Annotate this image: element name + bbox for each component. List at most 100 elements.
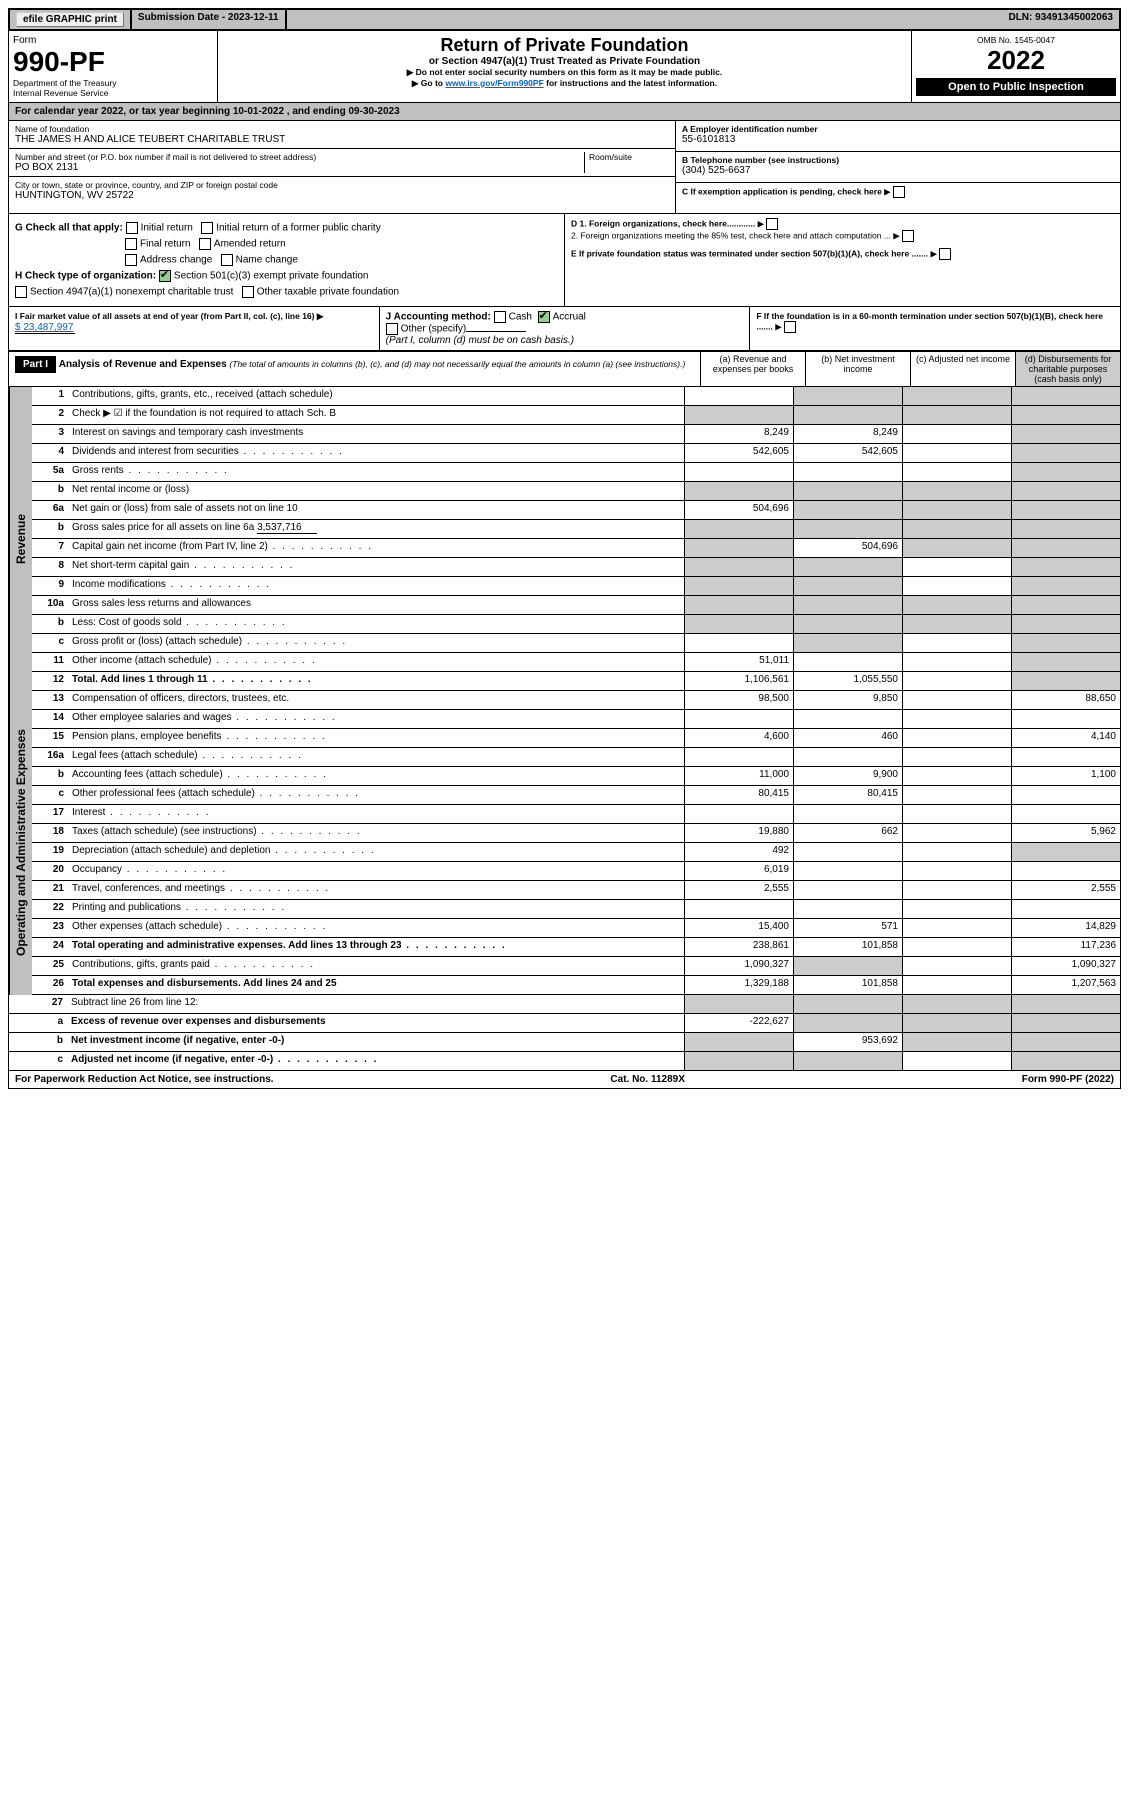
f-label: F If the foundation is in a 60-month ter… <box>756 311 1103 331</box>
col-c-header: (c) Adjusted net income <box>910 352 1015 386</box>
checks-section: G Check all that apply: Initial return I… <box>8 214 1121 307</box>
year-end: 09-30-2023 <box>348 106 399 117</box>
i-j-f-section: I Fair market value of all assets at end… <box>8 307 1121 351</box>
c-checkbox[interactable] <box>893 186 905 198</box>
d1-checkbox[interactable] <box>766 218 778 230</box>
efile-print-button[interactable]: efile GRAPHIC print <box>16 12 124 27</box>
line-12: Total. Add lines 1 through 11 <box>68 672 684 690</box>
line-24: Total operating and administrative expen… <box>68 938 684 956</box>
line-10b: Less: Cost of goods sold <box>68 615 684 633</box>
initial-pc-checkbox[interactable] <box>201 222 213 234</box>
pra-notice: For Paperwork Reduction Act Notice, see … <box>15 1074 274 1085</box>
col-a-header: (a) Revenue and expenses per books <box>700 352 805 386</box>
cash-checkbox[interactable] <box>494 311 506 323</box>
line-26: Total expenses and disbursements. Add li… <box>68 976 684 994</box>
accrual-checkbox[interactable] <box>538 311 550 323</box>
line-9: Income modifications <box>68 577 684 595</box>
phone-label: B Telephone number (see instructions) <box>682 155 1114 165</box>
line-2: Check ▶ ☑ if the foundation is not requi… <box>68 406 684 424</box>
line-6b: Gross sales price for all assets on line… <box>68 520 684 538</box>
col-d-header: (d) Disbursements for charitable purpose… <box>1015 352 1120 386</box>
j-note: (Part I, column (d) must be on cash basi… <box>386 335 744 346</box>
ein-label: A Employer identification number <box>682 124 1114 134</box>
part1-title: Analysis of Revenue and Expenses <box>59 359 227 370</box>
line-27: Subtract line 26 from line 12: <box>67 995 684 1013</box>
h-row: H Check type of organization: Section 50… <box>15 270 558 282</box>
phone: (304) 525-6637 <box>682 165 1114 176</box>
efile-header-bar: efile GRAPHIC print Submission Date - 20… <box>8 8 1121 31</box>
c-label: C If exemption application is pending, c… <box>682 186 882 196</box>
dept-treasury: Department of the Treasury <box>13 78 213 88</box>
other-method-checkbox[interactable] <box>386 323 398 335</box>
year-begin: 10-01-2022 <box>233 106 284 117</box>
line-6a: Net gain or (loss) from sale of assets n… <box>68 501 684 519</box>
501c3-checkbox[interactable] <box>159 270 171 282</box>
street-label: Number and street (or P.O. box number if… <box>15 152 584 162</box>
revenue-section: Revenue 1Contributions, gifts, grants, e… <box>8 387 1121 691</box>
part1-header: Part I Analysis of Revenue and Expenses … <box>8 351 1121 387</box>
name-change-checkbox[interactable] <box>221 254 233 266</box>
form-title: Return of Private Foundation <box>228 35 901 56</box>
line-4: Dividends and interest from securities <box>68 444 684 462</box>
line-27c: Adjusted net income (if negative, enter … <box>67 1052 684 1070</box>
submission-date: Submission Date - 2023-12-11 <box>132 10 287 29</box>
d2-row: 2. Foreign organizations meeting the 85%… <box>571 230 1114 242</box>
col-b-header: (b) Net investment income <box>805 352 910 386</box>
other-pf-checkbox[interactable] <box>242 286 254 298</box>
foundation-name: THE JAMES H AND ALICE TEUBERT CHARITABLE… <box>15 134 669 145</box>
final-return-checkbox[interactable] <box>125 238 137 250</box>
form990pf-link[interactable]: www.irs.gov/Form990PF <box>445 78 543 88</box>
calendar-year-row: For calendar year 2022, or tax year begi… <box>8 103 1121 121</box>
d1-row: D 1. Foreign organizations, check here..… <box>571 218 1114 230</box>
4947-checkbox[interactable] <box>15 286 27 298</box>
omb-number: OMB No. 1545-0047 <box>916 35 1116 45</box>
line-21: Travel, conferences, and meetings <box>68 881 684 899</box>
f-checkbox[interactable] <box>784 321 796 333</box>
amended-return-checkbox[interactable] <box>199 238 211 250</box>
city: HUNTINGTON, WV 25722 <box>15 190 669 201</box>
line-15: Pension plans, employee benefits <box>68 729 684 747</box>
foundation-info: Name of foundation THE JAMES H AND ALICE… <box>8 121 1121 214</box>
part1-label: Part I <box>15 356 56 373</box>
line-7: Capital gain net income (from Part IV, l… <box>68 539 684 557</box>
line-5b: Net rental income or (loss) <box>68 482 684 500</box>
part1-note: (The total of amounts in columns (b), (c… <box>229 359 685 369</box>
irs: Internal Revenue Service <box>13 88 213 98</box>
street: PO BOX 2131 <box>15 162 584 173</box>
form-header: Form 990-PF Department of the Treasury I… <box>8 31 1121 103</box>
name-label: Name of foundation <box>15 124 669 134</box>
line-1: Contributions, gifts, grants, etc., rece… <box>68 387 684 405</box>
line-14: Other employee salaries and wages <box>68 710 684 728</box>
i-value[interactable]: $ 23,487,997 <box>15 322 75 334</box>
form-footer: Form 990-PF (2022) <box>1022 1074 1114 1085</box>
line-23: Other expenses (attach schedule) <box>68 919 684 937</box>
line-11: Other income (attach schedule) <box>68 653 684 671</box>
form-label: Form <box>13 35 213 46</box>
open-inspection: Open to Public Inspection <box>916 78 1116 96</box>
line-10a: Gross sales less returns and allowances <box>68 596 684 614</box>
tax-year: 2022 <box>916 45 1116 76</box>
revenue-label: Revenue <box>9 387 32 691</box>
line-3: Interest on savings and temporary cash i… <box>68 425 684 443</box>
ein: 55-6101813 <box>682 134 1114 145</box>
expenses-label: Operating and Administrative Expenses <box>9 691 32 995</box>
d2-checkbox[interactable] <box>902 230 914 242</box>
page-footer: For Paperwork Reduction Act Notice, see … <box>8 1071 1121 1089</box>
line-27a: Excess of revenue over expenses and disb… <box>67 1014 684 1032</box>
e-checkbox[interactable] <box>939 248 951 260</box>
goto-note: ▶ Go to www.irs.gov/Form990PF for instru… <box>228 78 901 89</box>
line-16b: Accounting fees (attach schedule) <box>68 767 684 785</box>
g-row: G Check all that apply: Initial return I… <box>15 222 558 234</box>
address-change-checkbox[interactable] <box>125 254 137 266</box>
line-17: Interest <box>68 805 684 823</box>
initial-return-checkbox[interactable] <box>126 222 138 234</box>
line-10c: Gross profit or (loss) (attach schedule) <box>68 634 684 652</box>
line-27-section: 27Subtract line 26 from line 12: aExcess… <box>8 995 1121 1071</box>
line-16c: Other professional fees (attach schedule… <box>68 786 684 804</box>
line-13: Compensation of officers, directors, tru… <box>68 691 684 709</box>
line-5a: Gross rents <box>68 463 684 481</box>
e-row: E If private foundation status was termi… <box>571 248 1114 260</box>
city-label: City or town, state or province, country… <box>15 180 669 190</box>
room-label: Room/suite <box>589 152 669 162</box>
expenses-section: Operating and Administrative Expenses 13… <box>8 691 1121 995</box>
